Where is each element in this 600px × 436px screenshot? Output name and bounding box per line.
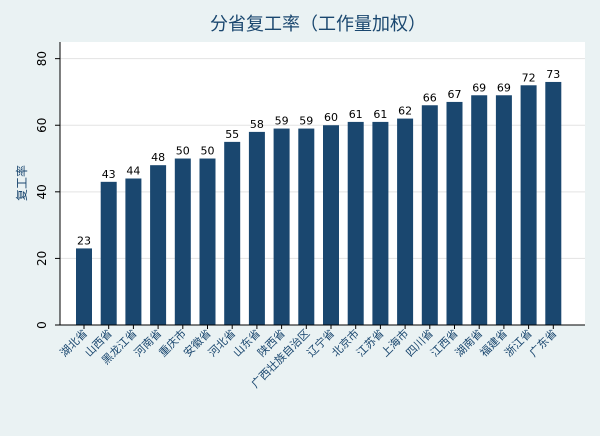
data-label: 61 (349, 108, 363, 121)
data-label: 67 (448, 88, 462, 101)
data-label: 58 (250, 118, 264, 131)
data-label: 59 (299, 115, 313, 128)
data-label: 72 (522, 71, 536, 84)
bar (273, 128, 290, 325)
bar (520, 85, 537, 326)
bar (76, 248, 92, 325)
data-label: 73 (546, 68, 560, 81)
bar (150, 165, 167, 325)
data-label: 43 (102, 168, 116, 181)
y-tick-label: 40 (35, 184, 49, 199)
bar (298, 128, 315, 325)
data-label: 61 (373, 108, 387, 121)
bar (224, 141, 241, 325)
data-label: 59 (275, 115, 289, 128)
chart-title: 分省复工率（工作量加权） (210, 14, 426, 35)
data-label: 62 (398, 105, 412, 118)
bar (495, 95, 512, 325)
bar (125, 178, 142, 325)
bar (100, 181, 117, 325)
data-label: 23 (77, 234, 91, 247)
y-tick-labels: 0 20 40 60 80 (35, 51, 60, 329)
data-label: 69 (497, 81, 511, 94)
x-category-label: 广东省 (527, 327, 560, 360)
data-label: 60 (324, 111, 338, 124)
bar (323, 125, 339, 325)
bar (421, 105, 438, 326)
bar (199, 158, 216, 325)
data-label: 44 (126, 165, 140, 178)
bar (248, 131, 265, 325)
bar (174, 158, 191, 325)
data-label: 50 (176, 145, 190, 158)
bar (545, 81, 562, 325)
bar (397, 118, 414, 325)
y-tick-label: 60 (35, 118, 49, 133)
x-category-labels: 湖北省山西省黑龙江省河南省重庆市安徽省河北省山东省陕西省广西壮族自治区辽宁省北京… (58, 325, 560, 391)
bar (372, 121, 389, 325)
bar (471, 95, 488, 325)
bars: 23 43 44 48 50 50 55 58 59 59 60 61 61 62 66 67 69 69 72 73 (76, 68, 562, 326)
data-label: 69 (472, 81, 486, 94)
data-label: 48 (151, 151, 165, 164)
y-tick-label: 20 (35, 251, 49, 266)
data-label: 55 (225, 128, 239, 141)
y-tick-label: 80 (35, 51, 49, 66)
bar (347, 121, 364, 325)
bar (446, 101, 463, 325)
y-tick-label: 0 (35, 321, 49, 329)
y-axis-label: 复工率 (14, 165, 29, 201)
data-label: 50 (201, 145, 215, 158)
data-label: 66 (423, 91, 437, 104)
